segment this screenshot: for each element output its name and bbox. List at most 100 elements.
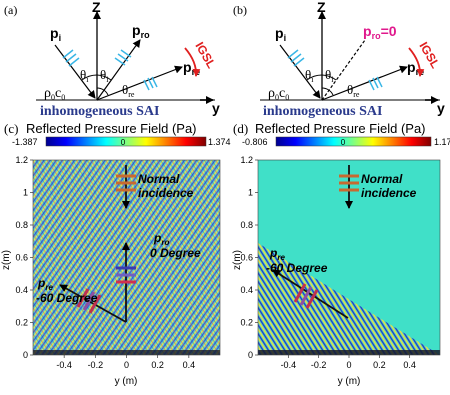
y-tick-label: 1.2 — [15, 155, 28, 165]
normal-incidence-marker — [339, 165, 359, 209]
theta-i-right: θi — [100, 67, 109, 84]
panel-d: (d) Reflected Pressure Field (Pa) -0.806… — [232, 121, 450, 387]
panel-label-a: (a) — [4, 3, 17, 17]
x-tick-label: 0.2 — [373, 360, 386, 370]
colorbar — [275, 136, 432, 147]
y-axis-title: z(m) — [232, 250, 243, 270]
normal-label-2: incidence — [138, 186, 194, 200]
theta-i-left: θi — [305, 67, 314, 84]
z-axis-label: Z — [317, 0, 326, 15]
z-axis-label: Z — [92, 0, 101, 15]
y-tick-label: 0.6 — [15, 253, 28, 263]
p-ro-degree: 0 Degree — [150, 246, 201, 260]
y-axis-label: y — [437, 100, 445, 116]
incident-wavefront-icon — [62, 49, 80, 67]
y-tick-label: 1 — [23, 188, 28, 198]
incident-ray — [54, 44, 96, 99]
x-axis-title: y (m) — [338, 376, 361, 387]
y-axis-title: z(m) — [1, 250, 12, 270]
y-tick-label: 0.6 — [240, 253, 253, 263]
x-tick-label: -0.2 — [311, 360, 327, 370]
y-tick-label: 0.4 — [15, 285, 28, 295]
theta-i-right: θi — [325, 67, 334, 84]
normal-label-1: Normal — [361, 172, 403, 186]
x-tick-label: 0.2 — [151, 360, 164, 370]
p-ro-label: pro — [132, 22, 150, 40]
specular-reflection-marker — [116, 242, 136, 322]
angle-arc-reflected — [321, 87, 334, 96]
x-tick-label: 0.4 — [183, 360, 196, 370]
reflected-ray — [96, 65, 183, 101]
p-re-degree: -60 Degree — [266, 261, 328, 275]
igsl-arrow-icon — [408, 47, 425, 77]
y-tick-label: 0.8 — [240, 220, 253, 230]
colorbar-max: 1.174 — [434, 137, 450, 147]
y-tick-label: 0.8 — [15, 220, 28, 230]
incident-ray — [279, 44, 321, 99]
p-i-label: pi — [50, 25, 61, 43]
floor-band — [33, 350, 220, 355]
y-tick-label: 1 — [248, 188, 253, 198]
colorbar-min: -1.387 — [12, 137, 38, 147]
x-tick-label: -0.4 — [56, 360, 72, 370]
p-re-annot: pre — [37, 276, 53, 292]
x-tick-label: 0.4 — [403, 360, 416, 370]
incident-wavefront-icon — [287, 49, 305, 67]
p-ro-zero-label: pro=0 — [363, 23, 397, 41]
y-tick-label: 1.2 — [240, 155, 253, 165]
theta-i-left: θi — [80, 67, 89, 84]
p-re-label: pre — [183, 59, 200, 77]
reflected-ray — [321, 65, 408, 101]
angle-arc-specular — [96, 74, 112, 81]
normal-label-1: Normal — [138, 172, 180, 186]
panel-a: (a) Z y pi pro pre IGSL θi θi θre — [4, 0, 220, 119]
x-tick-label: 0 — [346, 360, 351, 370]
theta-re: θre — [122, 82, 135, 99]
x-tick-label: 0 — [124, 360, 129, 370]
chart-title: Reflected Pressure Field (Pa) — [26, 121, 197, 136]
y-tick-label: 0.2 — [240, 318, 253, 328]
x-axis-title: y (m) — [115, 376, 138, 387]
igsl-arrow-icon — [184, 47, 201, 77]
reflected-wavefront-icon — [368, 76, 383, 91]
y-tick-label: 0.4 — [240, 285, 253, 295]
angle-arc-reflected — [96, 87, 109, 96]
medium-label: ρ0c0 — [44, 86, 65, 102]
p-re-annot: pre — [269, 246, 285, 262]
colorbar-mid: 0 — [341, 138, 346, 147]
colorbar-max: 1.374 — [208, 137, 231, 147]
axes-d: -0.4 -0.2 0 0.2 0.4 0 0.2 0.4 0.6 0.8 1 1.2 — [240, 155, 415, 370]
panel-label-d: (d) — [233, 121, 248, 136]
anomalous-reflection-marker — [272, 269, 349, 319]
colorbar-min: -0.806 — [242, 137, 268, 147]
x-tick-label: -0.4 — [281, 360, 297, 370]
colorbar — [45, 136, 207, 147]
theta-re: θre — [347, 82, 360, 99]
y-tick-label: 0.2 — [15, 318, 28, 328]
angle-arc-incident — [306, 74, 323, 81]
p-ro-annot: pro — [153, 231, 169, 247]
axes-c: -0.4 -0.2 0 0.2 0.4 0 0.2 0.4 0.6 0.8 1 1.2 — [15, 155, 195, 370]
y-tick-label: 0 — [248, 350, 253, 360]
floor-band — [258, 350, 440, 355]
reflected-wavefront-icon — [143, 76, 158, 91]
normal-incidence-marker — [116, 165, 136, 209]
surface-label: inhomogeneous SAI — [40, 104, 159, 119]
normal-label-2: incidence — [361, 186, 417, 200]
p-i-label: pi — [275, 25, 286, 43]
medium-label: ρ0c0 — [268, 86, 289, 102]
p-re-degree: -60 Degree — [36, 291, 98, 305]
chart-title: Reflected Pressure Field (Pa) — [255, 121, 426, 136]
y-axis-label: y — [212, 100, 220, 116]
angle-arc-incident — [81, 74, 98, 81]
angle-arc-specular — [321, 74, 337, 81]
panel-b: (b) Z y pi pro=0 pre IGSL θi θi θre ρ0c0… — [233, 0, 445, 119]
panel-label-c: (c) — [4, 121, 18, 136]
p-re-label: pre — [407, 59, 424, 77]
surface-label: inhomogeneous SAI — [263, 104, 382, 119]
x-tick-label: -0.2 — [88, 360, 104, 370]
anomalous-reflection-marker — [59, 284, 127, 323]
colorbar-mid: 0 — [121, 138, 126, 147]
